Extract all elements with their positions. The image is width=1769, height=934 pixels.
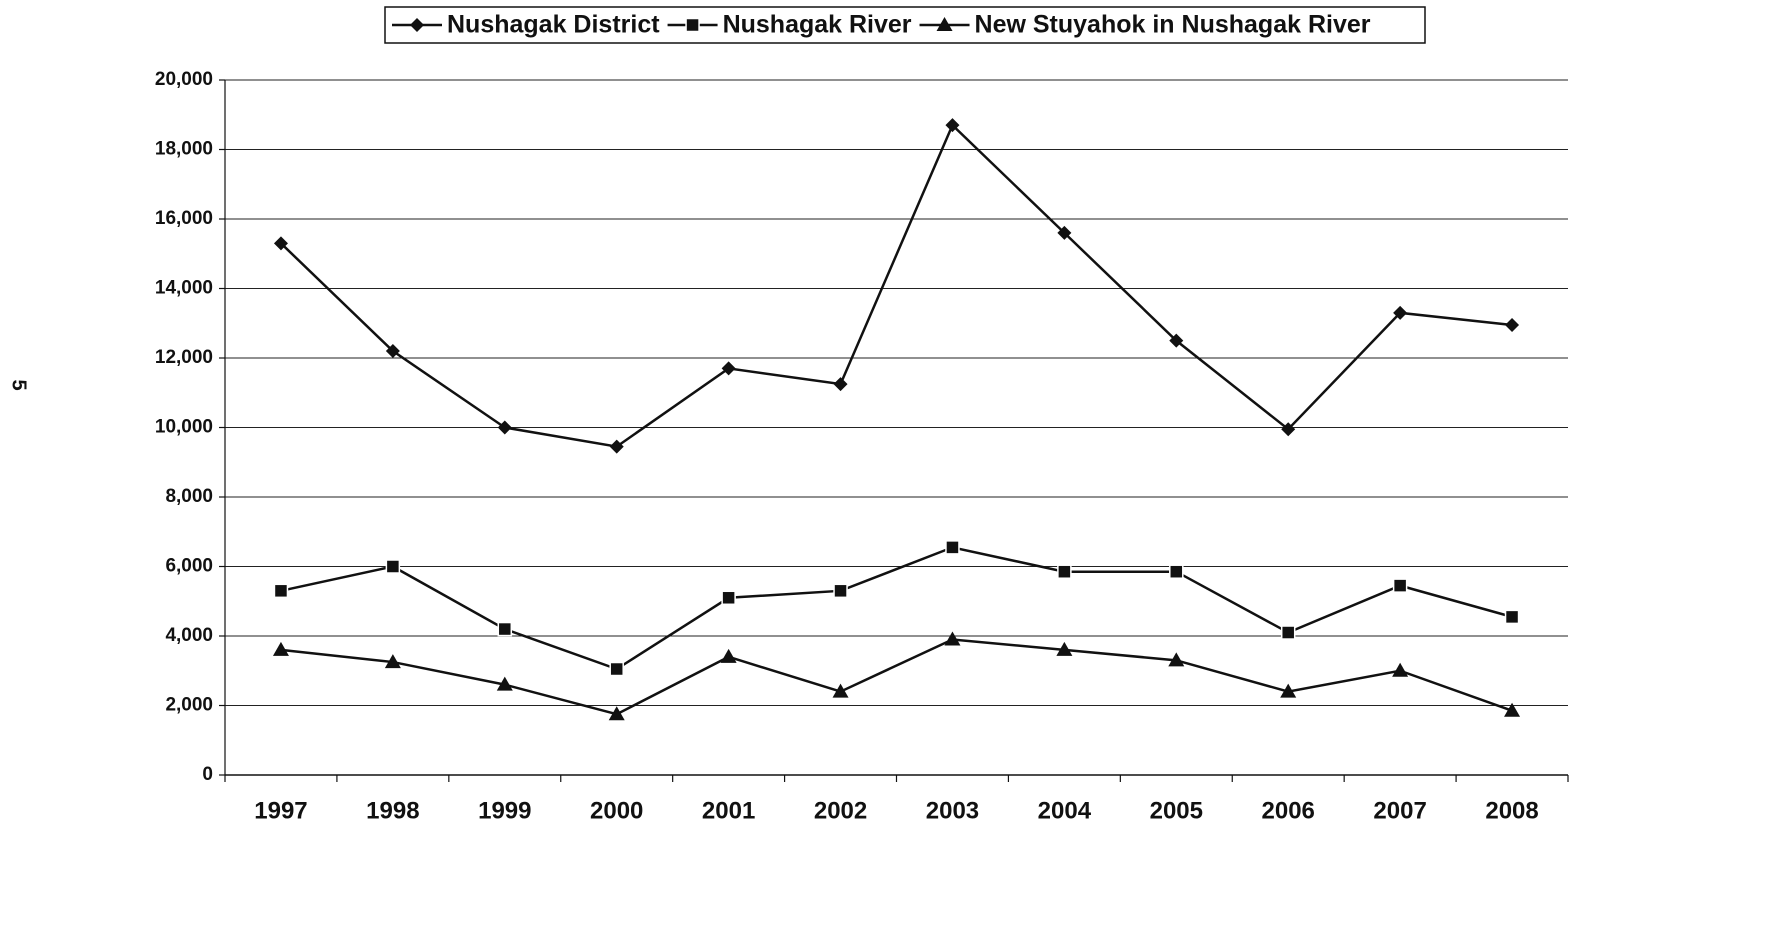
y-tick-label: 2,000 [165, 695, 213, 716]
legend-marker [685, 17, 700, 33]
legend-label: New Stuyahok in Nushagak River [975, 11, 1371, 39]
x-tick-label: 2008 [1485, 797, 1538, 824]
data-point [273, 236, 288, 251]
data-point [609, 661, 624, 677]
y-tick-label: 6,000 [165, 556, 213, 577]
x-tick-label: 2004 [1038, 797, 1092, 824]
data-point [944, 631, 961, 646]
data-point [945, 118, 960, 133]
series-line [280, 638, 1513, 716]
y-tick-label: 10,000 [155, 417, 213, 438]
x-tick-label: 2005 [1150, 797, 1203, 824]
y-tick-label: 4,000 [165, 625, 213, 646]
data-point [385, 559, 401, 574]
data-point [608, 706, 625, 721]
x-tick-label: 1998 [366, 797, 419, 824]
data-point [945, 540, 960, 555]
data-point [833, 377, 848, 392]
legend-marker [936, 17, 953, 31]
data-point [1169, 564, 1184, 579]
series-line [280, 123, 1513, 448]
data-point [497, 420, 512, 435]
data-point [496, 676, 513, 691]
data-point [720, 648, 737, 663]
data-point [1504, 609, 1520, 625]
x-tick-label: 2003 [926, 797, 979, 824]
data-point [497, 621, 513, 637]
data-point [385, 344, 400, 359]
data-point [1280, 683, 1297, 698]
data-point [1169, 333, 1184, 348]
page-number: 5 [8, 379, 30, 390]
data-point [832, 683, 849, 698]
x-tick-label: 2001 [702, 797, 755, 824]
data-point [1505, 317, 1520, 332]
series-line [280, 546, 1513, 671]
data-point [1056, 641, 1073, 656]
y-tick-label: 12,000 [155, 347, 213, 368]
data-point [1393, 305, 1408, 320]
y-tick-label: 16,000 [155, 208, 213, 229]
legend-label: Nushagak District [447, 11, 660, 39]
y-tick-label: 0 [202, 764, 213, 785]
data-point [1280, 625, 1296, 640]
data-point [1057, 564, 1072, 579]
x-tick-label: 2002 [814, 797, 867, 824]
y-tick-label: 20,000 [155, 69, 213, 90]
y-tick-label: 18,000 [155, 139, 213, 160]
y-tick-label: 8,000 [165, 486, 213, 507]
x-tick-label: 1997 [254, 797, 307, 824]
data-point [272, 641, 289, 656]
x-tick-label: 2006 [1262, 797, 1315, 824]
x-tick-label: 2007 [1373, 797, 1426, 824]
data-point [1504, 702, 1521, 717]
data-point [609, 439, 624, 454]
data-point [833, 583, 848, 599]
y-tick-label: 14,000 [155, 278, 213, 299]
legend-marker [410, 18, 424, 32]
data-point [1392, 578, 1408, 593]
legend-label: Nushagak River [723, 11, 912, 39]
legend-box [384, 6, 1426, 44]
x-tick-label: 1999 [478, 797, 531, 824]
data-point [1168, 652, 1185, 667]
data-point [721, 590, 736, 606]
data-point [1392, 662, 1409, 677]
x-tick-label: 2000 [590, 797, 643, 824]
data-point [384, 654, 401, 669]
data-point [1057, 225, 1072, 240]
data-point [1281, 422, 1296, 437]
data-point [721, 361, 736, 376]
data-point [273, 583, 289, 599]
